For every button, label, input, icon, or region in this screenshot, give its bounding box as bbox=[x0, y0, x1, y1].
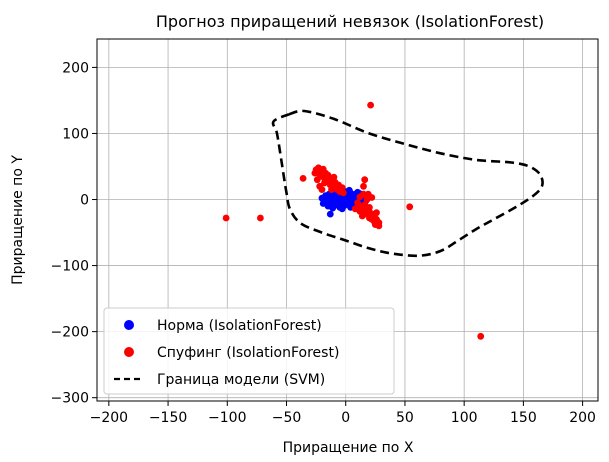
spoofing-point bbox=[367, 101, 374, 109]
y-tick-label: −300 bbox=[51, 391, 89, 407]
spoofing-point bbox=[366, 204, 373, 211]
spoofing-point bbox=[222, 214, 230, 222]
spoofing-point bbox=[299, 175, 307, 182]
norm-point bbox=[340, 195, 347, 203]
spoofing-point bbox=[364, 190, 372, 198]
plot-area-frame bbox=[96, 38, 599, 402]
x-tick-label: 100 bbox=[451, 410, 478, 426]
legend-box bbox=[103, 307, 395, 395]
y-tick-label: −200 bbox=[51, 325, 89, 341]
norm-point bbox=[329, 204, 337, 212]
y-axis-label: Приращение по Y bbox=[10, 155, 26, 285]
legend: Норма (IsolationForest) Спуфинг (Isolati… bbox=[103, 307, 395, 395]
x-tick-label: −200 bbox=[90, 410, 128, 426]
plot-layer bbox=[222, 101, 544, 340]
y-tick-label: 100 bbox=[62, 126, 89, 142]
legend-marker-norm bbox=[124, 320, 134, 330]
spoofing-point bbox=[311, 169, 319, 177]
spoofing-point bbox=[330, 173, 338, 181]
legend-label-norm: Норма (IsolationForest) bbox=[157, 318, 322, 334]
norm-point bbox=[326, 210, 334, 218]
norm-point bbox=[319, 200, 327, 207]
spoofing-point bbox=[316, 182, 324, 190]
spoofing-point bbox=[361, 176, 369, 184]
legend-marker-spoofing bbox=[124, 347, 134, 357]
norm-point bbox=[341, 202, 348, 209]
norm-point bbox=[345, 186, 353, 194]
spoofing-point bbox=[477, 332, 485, 340]
spoofing-point bbox=[373, 209, 380, 217]
spoofing-point bbox=[313, 176, 321, 184]
spoofing-point bbox=[360, 182, 367, 190]
x-tick-label: −150 bbox=[149, 410, 187, 426]
spoofing-point bbox=[338, 184, 346, 192]
x-tick-label: 50 bbox=[396, 410, 414, 426]
spoofing-point bbox=[340, 189, 347, 197]
spoofing-point bbox=[257, 214, 264, 222]
spoofing-point bbox=[356, 193, 364, 201]
x-tick-label: 150 bbox=[510, 410, 537, 426]
y-tick-label: −100 bbox=[51, 259, 89, 275]
spoofing-point bbox=[328, 186, 335, 194]
tick-layer: −200 −150 −100 −50 0 50 100 150 200 200 100 0 −100 −2… bbox=[51, 60, 596, 426]
spoofing-point bbox=[370, 217, 378, 225]
x-tick-label: 200 bbox=[569, 410, 596, 426]
spoofing-point bbox=[406, 203, 414, 211]
chart-title: Прогноз приращений невязок (IsolationFor… bbox=[156, 12, 544, 31]
svm-boundary-curve bbox=[271, 109, 544, 258]
x-tick-label: −100 bbox=[208, 410, 246, 426]
y-tick-label: 200 bbox=[62, 60, 89, 76]
legend-label-spoofing: Спуфинг (IsolationForest) bbox=[157, 345, 339, 361]
x-axis-label: Приращение по X bbox=[283, 440, 414, 456]
x-tick-label: 0 bbox=[341, 410, 350, 426]
legend-label-boundary: Граница модели (SVM) bbox=[157, 372, 325, 388]
spoofing-point bbox=[351, 205, 359, 213]
x-tick-label: −50 bbox=[272, 410, 302, 426]
y-tick-label: 0 bbox=[80, 193, 89, 209]
